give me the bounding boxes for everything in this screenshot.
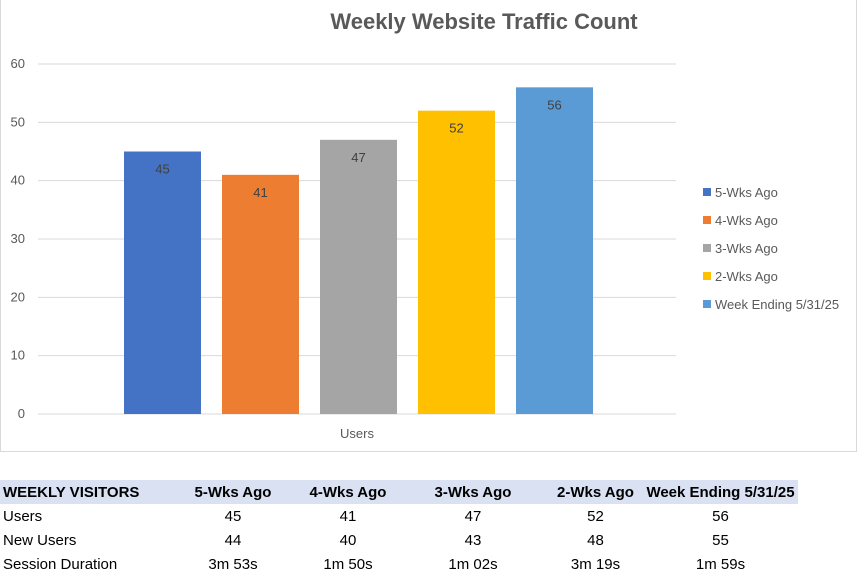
y-tick-label: 50: [11, 114, 25, 129]
chart-title: Weekly Website Traffic Count: [330, 9, 638, 34]
x-category-label: Users: [340, 426, 374, 441]
legend-label: 5-Wks Ago: [715, 185, 778, 200]
data-label: 41: [253, 185, 267, 200]
bar: [418, 110, 495, 415]
table-cell: 52: [587, 507, 604, 525]
column-header: Week Ending 5/31/25: [643, 480, 798, 504]
data-label: 47: [351, 150, 365, 165]
table-cell: 1m 50s: [323, 555, 373, 573]
table-row: Session Duration 3m 53s 1m 50s 1m 02s 3m…: [0, 552, 798, 576]
legend-swatch: [703, 244, 711, 252]
legend-label: 4-Wks Ago: [715, 213, 778, 228]
bar-chart: Weekly Website Traffic Count 0 10 20 30 40 50 6…: [11, 9, 840, 441]
legend-label: 3-Wks Ago: [715, 241, 778, 256]
y-tick-label: 0: [18, 406, 25, 421]
column-header: 3-Wks Ago: [398, 480, 548, 504]
legend-label: 2-Wks Ago: [715, 269, 778, 284]
weekly-visitors-table: WEEKLY VISITORS 5-Wks Ago 4-Wks Ago 3-Wk…: [0, 480, 798, 576]
y-tick-label: 20: [11, 289, 25, 304]
table-cell: 55: [712, 531, 729, 549]
table-cell: 3m 19s: [570, 555, 621, 573]
y-tick-label: 60: [11, 56, 25, 71]
y-tick-label: 30: [11, 231, 25, 246]
column-header: 2-Wks Ago: [548, 480, 643, 504]
legend-swatch: [703, 216, 711, 224]
table-cell: 43: [464, 531, 482, 549]
bar: [320, 139, 397, 415]
table-title: WEEKLY VISITORS: [0, 480, 168, 504]
row-label: New Users: [3, 531, 77, 549]
table-cell: 48: [587, 531, 604, 549]
table-cell: 56: [712, 507, 729, 525]
row-label: Users: [3, 507, 43, 525]
legend-swatch: [703, 188, 711, 196]
legend-swatch: [703, 300, 711, 308]
table-cell: 40: [339, 531, 357, 549]
table-cell: 45: [224, 507, 242, 525]
row-label: Session Duration: [3, 555, 118, 573]
y-tick-label: 40: [11, 173, 25, 188]
bar: [222, 174, 299, 414]
table-cell: 47: [464, 507, 482, 525]
bar: [124, 151, 201, 414]
column-header: 4-Wks Ago: [298, 480, 398, 504]
y-tick-label: 10: [11, 348, 25, 363]
table-cell: 1m 02s: [448, 555, 498, 573]
bar: [516, 87, 593, 414]
table-cell: 3m 53s: [208, 555, 258, 573]
table-cell: 44: [224, 531, 242, 549]
table-cell: 1m 59s: [695, 555, 746, 573]
table-cell: 41: [339, 507, 357, 525]
legend-swatch: [703, 272, 711, 280]
legend-label: Week Ending 5/31/25: [715, 297, 839, 312]
table-row: New Users 44 40 43 48 55: [0, 528, 798, 552]
data-label: 52: [449, 121, 463, 136]
table-header-row: WEEKLY VISITORS 5-Wks Ago 4-Wks Ago 3-Wk…: [0, 480, 798, 504]
data-label: 56: [547, 97, 561, 112]
data-label: 45: [155, 162, 169, 177]
table-row: Users 45 41 47 52 56: [0, 504, 798, 528]
column-header: 5-Wks Ago: [168, 480, 298, 504]
